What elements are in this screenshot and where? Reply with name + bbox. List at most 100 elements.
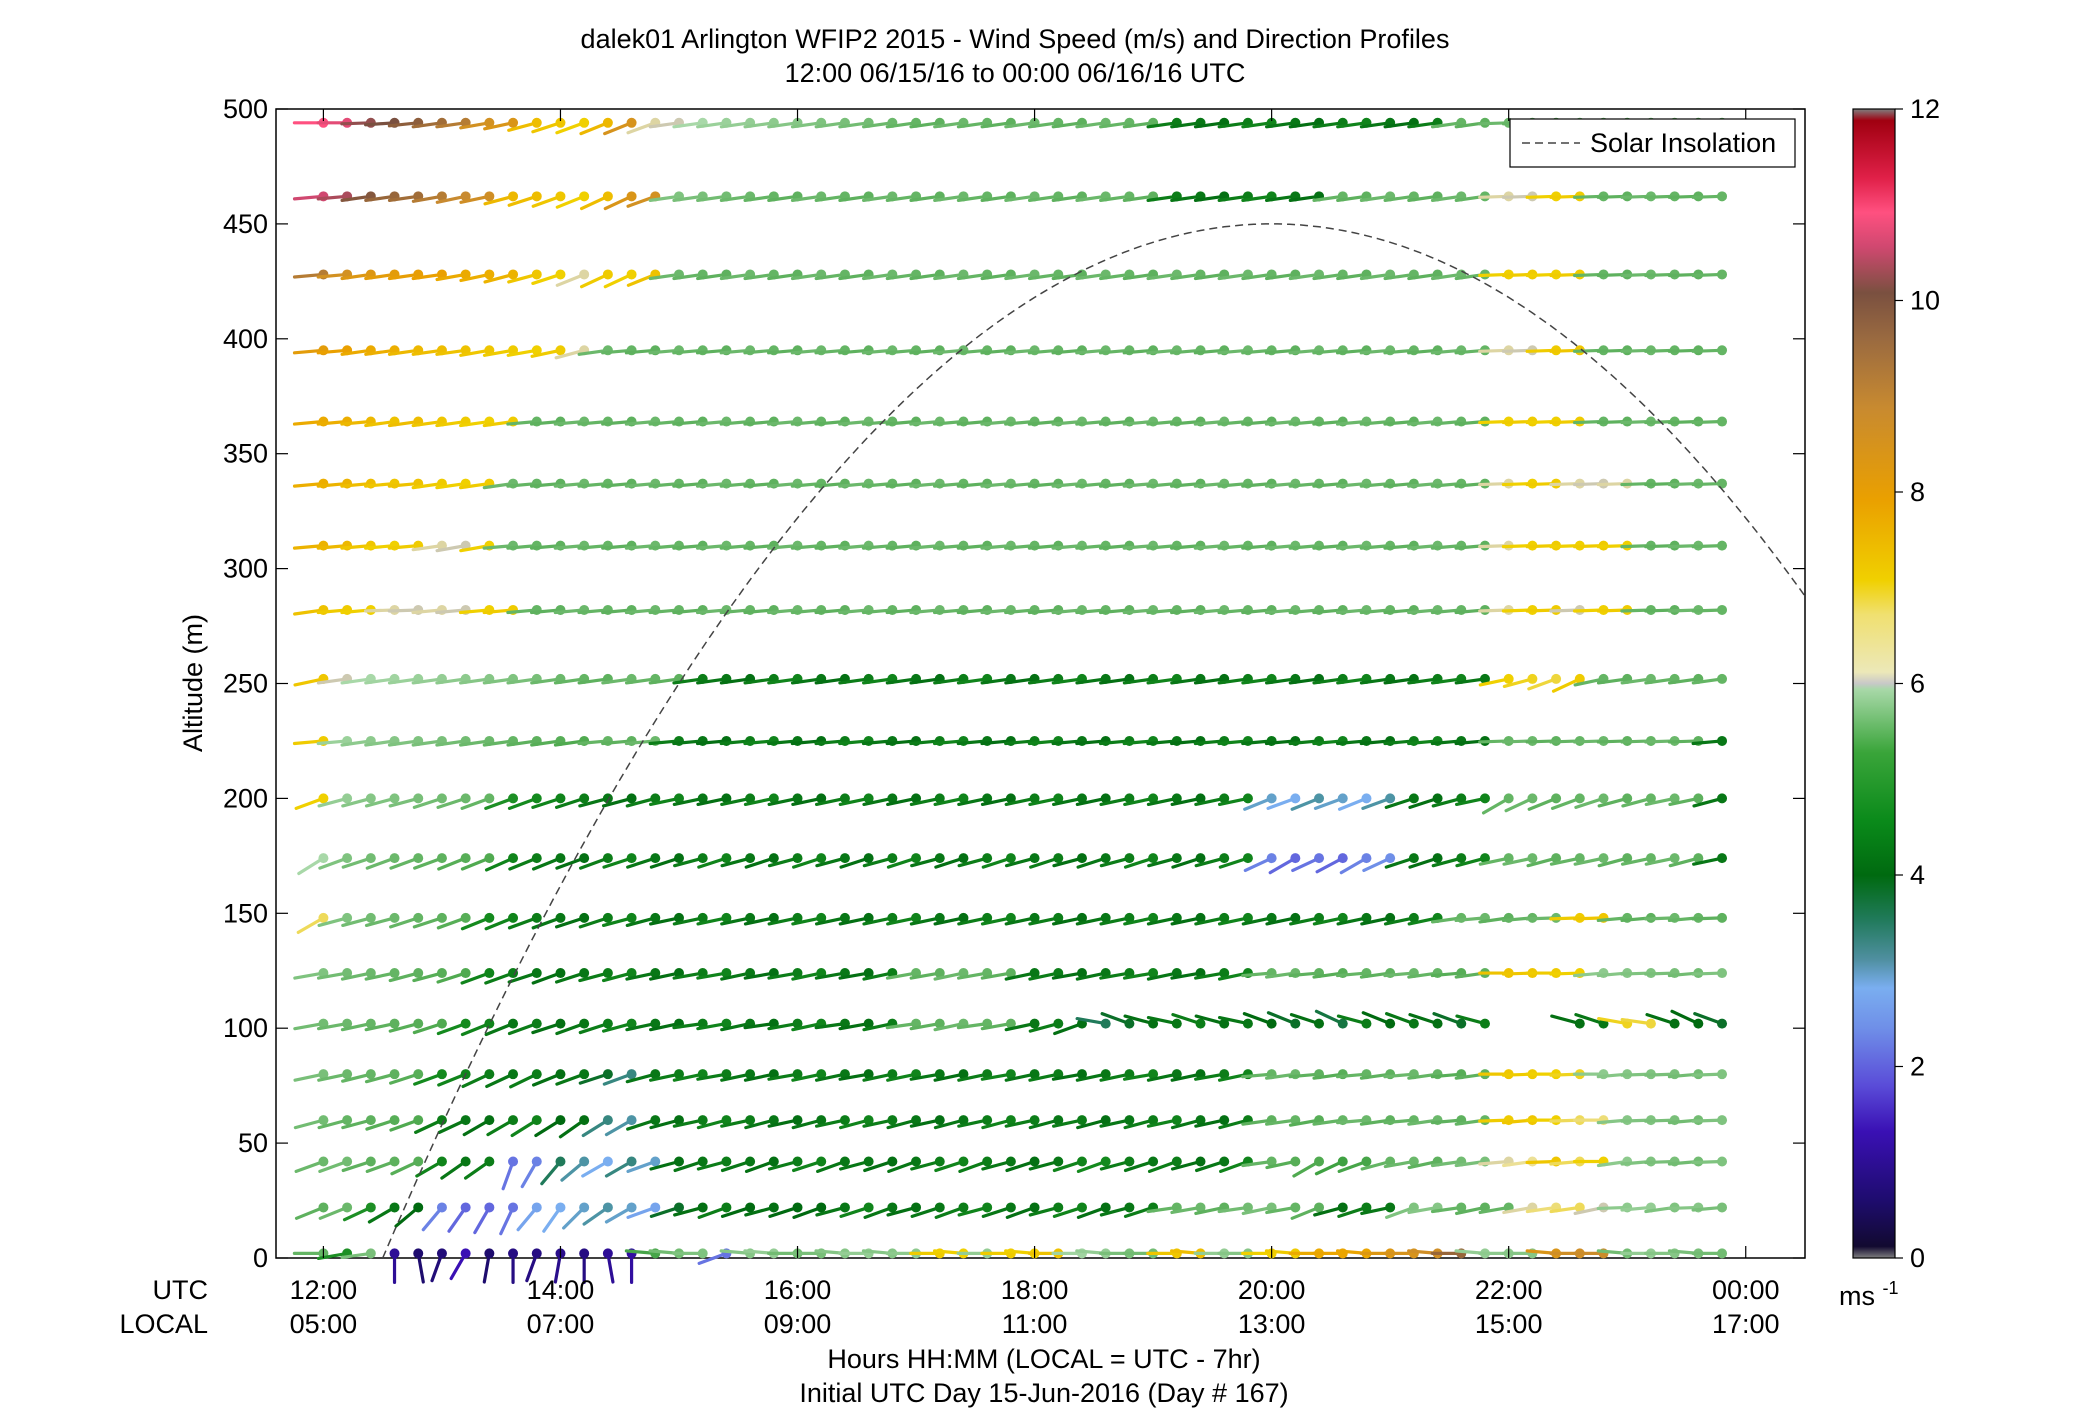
barb-dot	[650, 1018, 661, 1029]
x-tick-label-utc: 18:00	[1001, 1275, 1069, 1305]
wind-barb	[1075, 793, 1111, 807]
barb-dot	[1645, 1018, 1656, 1029]
wind-barb	[1004, 793, 1040, 807]
barb-dot	[1053, 793, 1064, 804]
barb-dot	[1124, 912, 1135, 923]
wind-barb	[1171, 1013, 1206, 1029]
y-tick-label: 100	[223, 1013, 268, 1043]
barb-dot	[1693, 853, 1704, 864]
y-tick-label: 50	[238, 1128, 268, 1158]
wind-barb	[649, 853, 684, 869]
barb-dot	[1171, 1156, 1182, 1167]
wind-barb	[625, 793, 661, 808]
wind-barb	[1195, 1156, 1230, 1173]
wind-barb	[1075, 1016, 1111, 1029]
wind-barb	[1361, 793, 1396, 810]
barb-dot	[1361, 1202, 1372, 1213]
wind-barb	[649, 912, 684, 926]
barb-dot	[839, 1156, 850, 1167]
wind-barb	[486, 1115, 519, 1137]
barb-dot	[934, 1115, 945, 1126]
barb-dot	[389, 1069, 400, 1080]
barb-dot	[1266, 853, 1277, 864]
wind-barb	[1052, 1115, 1087, 1128]
colorbar-tick-label: 2	[1910, 1052, 1925, 1082]
x-tick-label-utc: 14:00	[527, 1275, 595, 1305]
barb-dot	[460, 1115, 471, 1126]
barb-dot	[602, 1202, 613, 1213]
wind-barb	[933, 1069, 969, 1082]
wind-barb	[720, 1115, 756, 1128]
barb-dot	[768, 853, 779, 864]
wind-barb	[388, 968, 424, 983]
wind-barb	[602, 1069, 637, 1086]
wind-barb	[1692, 853, 1728, 866]
barb-dot	[1337, 912, 1348, 923]
wind-barb	[1336, 1014, 1372, 1029]
y-tick-label: 350	[223, 439, 268, 469]
colorbar-unit-exponent: -1	[1883, 1278, 1899, 1298]
barb-dot	[673, 853, 684, 864]
barb-dot	[460, 1248, 471, 1259]
wind-barb	[1099, 912, 1135, 926]
barb-dot	[1408, 853, 1419, 864]
wind-barb	[981, 1202, 1016, 1219]
wind-barb	[484, 912, 519, 931]
barb-dot	[1645, 853, 1656, 864]
barb-dot	[650, 1115, 661, 1126]
barb-dot	[792, 1202, 803, 1213]
y-tick-label: 0	[253, 1243, 268, 1273]
wind-barb	[744, 853, 779, 869]
barb-dot	[555, 1202, 566, 1213]
wind-barb	[436, 912, 471, 930]
barb-dot	[1100, 1018, 1111, 1029]
barb-dot	[982, 1115, 993, 1126]
wind-barb	[791, 912, 827, 926]
wind-barb	[435, 191, 471, 204]
barb-dot	[1005, 1115, 1016, 1126]
barb-dot	[745, 853, 756, 864]
wind-barb	[555, 191, 590, 209]
barb-dot	[721, 793, 732, 804]
wind-barb	[672, 912, 708, 926]
barb-dot	[365, 793, 376, 804]
wind-barb	[1194, 853, 1230, 868]
wind-barb	[1337, 793, 1372, 811]
barb-dot	[555, 117, 566, 128]
wind-barb	[696, 1018, 732, 1031]
wind-barb	[394, 1202, 424, 1228]
barb-dot	[1219, 1156, 1230, 1167]
wind-barb	[318, 1202, 353, 1220]
wind-barb	[578, 968, 613, 983]
wind-barb	[909, 1069, 945, 1081]
wind-barb	[1432, 1012, 1467, 1029]
barb-dot	[1076, 912, 1087, 923]
wind-barb	[601, 968, 637, 983]
wind-barb	[649, 1115, 684, 1130]
barb-dot	[579, 269, 590, 280]
colorbar: 0 2 4 6 8 10 12 ms -1	[1839, 94, 1940, 1311]
barb-dot	[863, 1202, 874, 1213]
barb-dot	[1195, 1018, 1206, 1029]
barb-dot	[389, 1202, 400, 1213]
wind-barb	[696, 1156, 732, 1171]
wind-barb	[1217, 793, 1253, 807]
barb-dot	[1693, 1018, 1704, 1029]
wind-barb	[437, 853, 471, 871]
barb-dot	[579, 793, 590, 804]
wind-barb	[1099, 1202, 1135, 1217]
wind-barb	[602, 1248, 615, 1284]
barb-dot	[318, 1069, 329, 1080]
barb-dot	[1005, 968, 1016, 979]
barb-dot	[1148, 1069, 1159, 1080]
wind-barb	[579, 853, 613, 870]
x-axis-label: Hours HH:MM (LOCAL = UTC - 7hr)	[827, 1344, 1260, 1374]
barb-dot	[1029, 1202, 1040, 1213]
wind-barb	[910, 1156, 945, 1171]
wind-barb	[1597, 793, 1633, 808]
barb-dot	[1076, 1115, 1087, 1126]
wind-barb	[1691, 1156, 1728, 1167]
wind-barb	[696, 1069, 732, 1081]
wind-barb	[1550, 1014, 1585, 1029]
wind-barb	[293, 1069, 329, 1082]
